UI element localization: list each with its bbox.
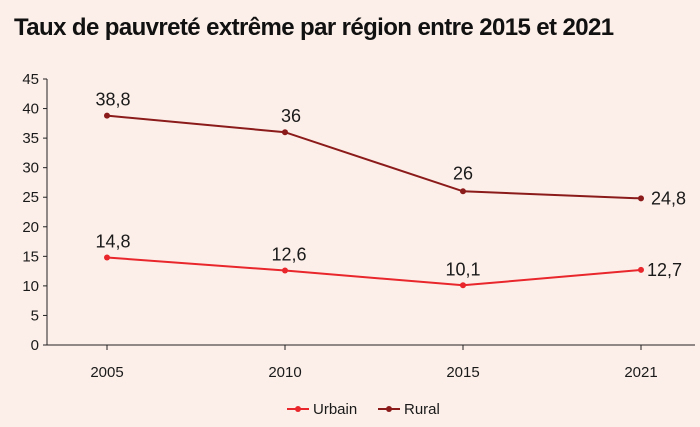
data-label: 12,7 xyxy=(647,260,682,280)
y-tick-label: 15 xyxy=(22,248,39,265)
y-tick-label: 30 xyxy=(22,160,39,177)
data-point xyxy=(460,282,466,289)
x-tick-label: 2010 xyxy=(268,364,301,381)
x-tick-label: 2005 xyxy=(90,364,123,381)
series-line-rural xyxy=(106,114,642,200)
x-tick-label: 2015 xyxy=(446,364,479,381)
y-tick-label: 0 xyxy=(31,337,39,354)
chart-title: Taux de pauvreté extrême par région entr… xyxy=(14,14,614,41)
x-tick-label: 2021 xyxy=(624,364,657,381)
legend-label: Urbain xyxy=(313,401,357,418)
data-point xyxy=(460,188,466,195)
data-label: 36 xyxy=(281,106,301,126)
legend-marker xyxy=(295,406,301,412)
y-tick-label: 25 xyxy=(22,189,39,206)
y-tick-label: 45 xyxy=(22,71,39,88)
legend-item-urbain: Urbain xyxy=(287,401,357,418)
legend-marker xyxy=(386,406,392,412)
data-label: 12,6 xyxy=(271,245,306,265)
series-line-urbain xyxy=(106,256,642,287)
data-label: 26 xyxy=(453,163,473,183)
data-point xyxy=(104,254,110,261)
legend: Urbain Rural xyxy=(287,401,440,418)
data-label: 38,8 xyxy=(95,90,130,110)
data-label: 10,1 xyxy=(445,259,480,279)
data-point xyxy=(638,266,644,273)
legend-item-rural: Rural xyxy=(378,401,440,418)
series-urbain: 14,8 12,6 10,1 12,7 xyxy=(95,232,682,289)
data-label: 24,8 xyxy=(651,188,686,208)
y-tick-label: 35 xyxy=(22,130,39,147)
series-rural: 38,8 36 26 24,8 xyxy=(95,90,686,209)
legend-label: Rural xyxy=(404,401,440,418)
y-tick-label: 40 xyxy=(22,101,39,118)
series-layer: 14,8 12,6 10,1 12,7 38,8 36 26 24,8 xyxy=(95,90,686,289)
data-point xyxy=(104,112,110,119)
data-point xyxy=(282,129,288,136)
data-point xyxy=(638,195,644,202)
y-tick-label: 20 xyxy=(22,219,39,236)
y-tick-label: 10 xyxy=(22,278,39,295)
data-point xyxy=(282,267,288,274)
y-tick-label: 5 xyxy=(31,307,39,324)
data-label: 14,8 xyxy=(95,232,130,252)
axes: 0 5 10 15 20 25 30 35 40 45 2005 2010 2015 2021 xyxy=(22,71,695,381)
